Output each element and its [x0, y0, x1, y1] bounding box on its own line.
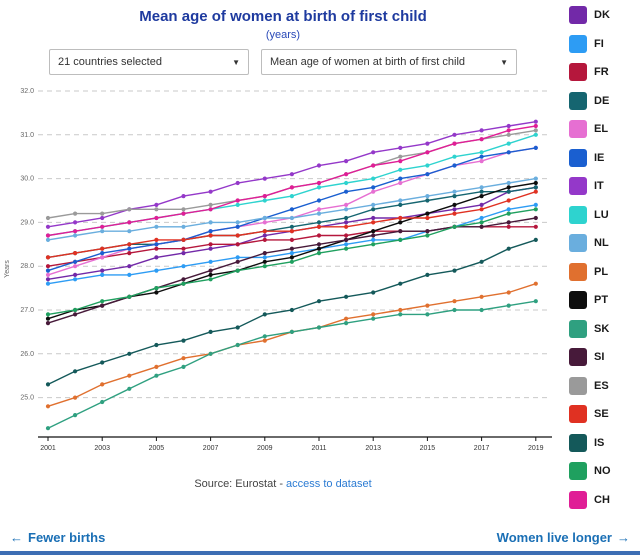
countries-dropdown-value: 21 countries selected [58, 56, 162, 68]
source-line: Source: Eurostat - access to dataset [0, 478, 566, 490]
next-page-label: Women live longer [496, 529, 612, 545]
svg-text:2009: 2009 [257, 445, 273, 452]
svg-text:29.0: 29.0 [20, 219, 34, 226]
legend-item[interactable]: FI [569, 34, 635, 53]
prev-page-label: Fewer births [28, 529, 106, 545]
indicator-dropdown-value: Mean age of women at birth of first chil… [270, 56, 466, 68]
legend-swatch [569, 148, 587, 167]
svg-text:31.0: 31.0 [20, 132, 34, 139]
legend-swatch [569, 348, 587, 366]
legend-swatch [569, 462, 587, 480]
left-arrow-icon: ← [10, 529, 23, 545]
legend-label: PT [594, 294, 609, 306]
legend-swatch [569, 291, 587, 309]
legend-swatch [569, 490, 587, 509]
svg-text:25.0: 25.0 [20, 395, 34, 402]
next-page-link[interactable]: Women live longer → [497, 530, 630, 545]
chart-svg: 25.0 26.0 27.0 28.0 29.0 30.0 31.0 32.0 Years 200… [4, 88, 552, 452]
svg-text:2007: 2007 [203, 445, 219, 452]
countries-dropdown[interactable]: 21 countries selected ▼ [49, 49, 249, 75]
legend-label: FI [594, 37, 604, 50]
legend-label: NL [594, 237, 609, 249]
legend-item[interactable]: PL [569, 262, 635, 281]
svg-text:30.0: 30.0 [20, 176, 34, 183]
source-text: Source: Eurostat - [194, 478, 287, 490]
legend-swatch [569, 376, 587, 395]
legend-label: DE [594, 94, 610, 107]
legend-swatch [569, 91, 587, 110]
svg-text:2011: 2011 [311, 445, 326, 452]
svg-text:2013: 2013 [365, 445, 381, 452]
chart-legend: DK FI FR DE EL IE IT LU NL PL PT SK SI ES SE IS NO CH [569, 6, 635, 509]
legend-item[interactable]: LU [569, 205, 635, 224]
indicator-dropdown[interactable]: Mean age of women at birth of first chil… [261, 49, 517, 75]
legend-item[interactable]: IT [569, 177, 635, 195]
legend-swatch [569, 405, 587, 423]
legend-label: SI [594, 351, 605, 363]
svg-text:2019: 2019 [528, 445, 544, 452]
legend-item[interactable]: PT [569, 291, 635, 309]
legend-item[interactable]: NO [569, 462, 635, 480]
legend-item[interactable]: EL [569, 120, 635, 138]
svg-text:2015: 2015 [420, 445, 436, 452]
legend-label: DK [594, 9, 610, 21]
svg-text:28.0: 28.0 [20, 263, 34, 270]
legend-label: ES [594, 379, 609, 392]
svg-text:26.0: 26.0 [20, 351, 34, 358]
legend-label: IS [594, 436, 605, 449]
controls-row: 21 countries selected ▼ Mean age of wome… [0, 49, 566, 75]
legend-item[interactable]: DK [569, 6, 635, 24]
legend-swatch [569, 234, 587, 252]
right-arrow-icon: → [617, 529, 630, 545]
legend-label: PL [594, 265, 609, 278]
legend-label: IE [594, 151, 605, 164]
svg-text:32.0: 32.0 [20, 88, 34, 95]
legend-item[interactable]: CH [569, 490, 635, 509]
legend-item[interactable]: SI [569, 348, 635, 366]
legend-swatch [569, 34, 587, 53]
dataset-link[interactable]: access to dataset [286, 478, 372, 490]
chevron-down-icon: ▼ [500, 57, 508, 67]
page-title: Mean age of women at birth of first chil… [139, 8, 427, 25]
bottom-divider [0, 551, 640, 555]
legend-label: SE [594, 408, 609, 420]
legend-swatch [569, 319, 587, 338]
svg-text:2001: 2001 [40, 445, 56, 452]
legend-item[interactable]: DE [569, 91, 635, 110]
legend-label: EL [594, 123, 609, 135]
legend-swatch [569, 177, 587, 195]
legend-label: IT [594, 180, 604, 192]
legend-item[interactable]: IE [569, 148, 635, 167]
legend-swatch [569, 205, 587, 224]
legend-label: NO [594, 465, 611, 477]
legend-item[interactable]: FR [569, 63, 635, 81]
legend-label: SK [594, 322, 610, 335]
legend-swatch [569, 63, 587, 81]
chart-panel: Mean age of women at birth of first chil… [0, 8, 566, 490]
legend-label: LU [594, 208, 609, 221]
legend-swatch [569, 120, 587, 138]
legend-swatch [569, 433, 587, 452]
legend-item[interactable]: ES [569, 376, 635, 395]
svg-text:2005: 2005 [149, 445, 165, 452]
svg-text:2017: 2017 [474, 445, 490, 452]
footer-nav: ← Fewer births Women live longer → [0, 526, 640, 548]
svg-text:27.0: 27.0 [20, 307, 34, 314]
legend-swatch [569, 6, 587, 24]
legend-label: CH [594, 493, 610, 506]
legend-label: FR [594, 66, 609, 78]
legend-item[interactable]: SK [569, 319, 635, 338]
page-subtitle: (years) [265, 29, 301, 41]
chevron-down-icon: ▼ [232, 57, 240, 67]
line-chart: 25.0 26.0 27.0 28.0 29.0 30.0 31.0 32.0 Years 200… [0, 79, 566, 476]
legend-item[interactable]: IS [569, 433, 635, 452]
prev-page-link[interactable]: ← Fewer births [10, 530, 105, 545]
legend-item[interactable]: SE [569, 405, 635, 423]
svg-text:2003: 2003 [94, 445, 110, 452]
legend-item[interactable]: NL [569, 234, 635, 252]
svg-text:Years: Years [4, 260, 11, 278]
legend-swatch [569, 262, 587, 281]
